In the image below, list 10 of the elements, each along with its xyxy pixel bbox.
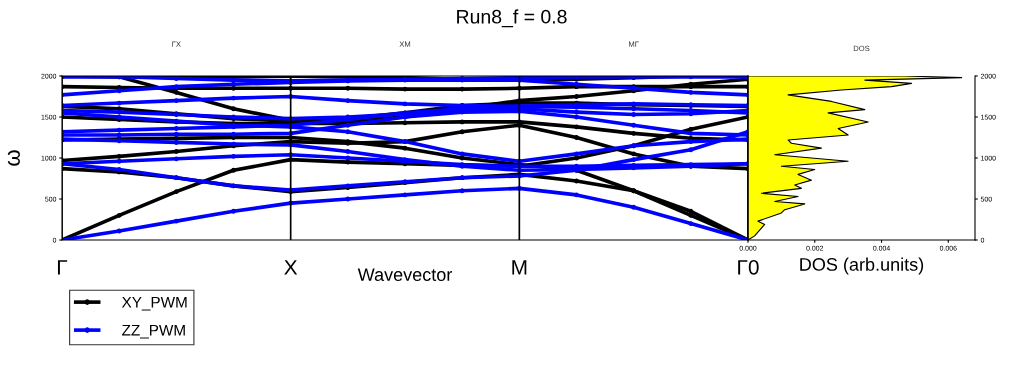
legend-label: XY_PWM — [121, 296, 187, 311]
x-tick-label: X — [284, 260, 298, 275]
x-axis-title: Wavevector — [357, 268, 453, 282]
x-tick-label: Γ — [57, 260, 68, 275]
x-tick-label: M — [512, 260, 527, 275]
legend-label: ZZ_PWM — [122, 324, 185, 339]
x-axis-title: DOS (arb.units) — [800, 257, 924, 275]
chart-title: Run8_f = 0.8 — [457, 9, 567, 28]
x-tick-label: Γ0 — [738, 259, 759, 275]
y-axis-title: ω — [7, 150, 20, 166]
